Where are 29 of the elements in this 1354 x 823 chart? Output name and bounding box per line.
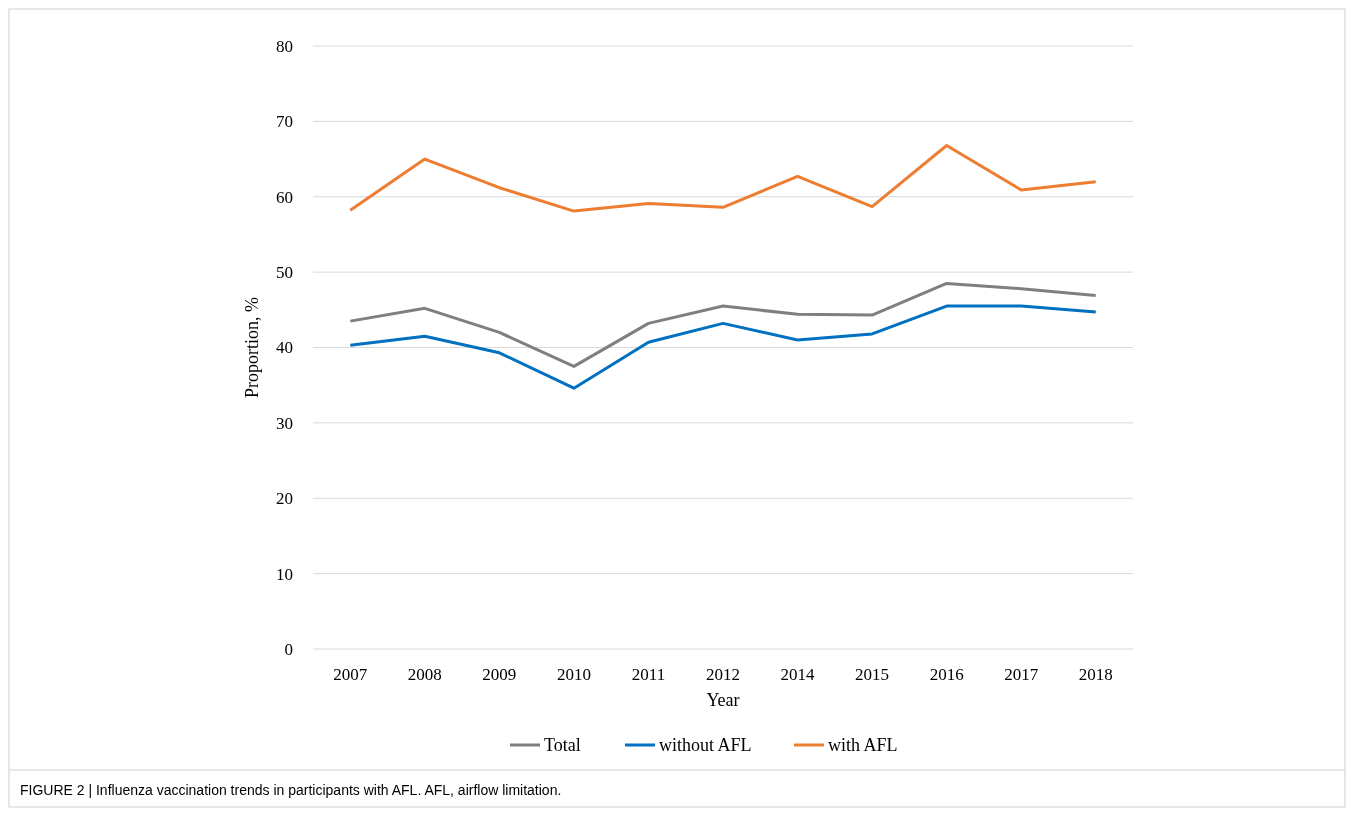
y-tick-label: 20	[276, 489, 293, 509]
y-tick-label: 30	[276, 413, 293, 433]
y-axis-title: Proportion, %	[242, 297, 262, 398]
y-tick-label: 80	[276, 36, 293, 56]
y-tick-label: 40	[276, 338, 293, 358]
caption: FIGURE 2 | Influenza vaccination trends in participants with AFL. AFL, airflow limitation.	[20, 782, 562, 798]
x-tick-label: 2009	[482, 665, 517, 684]
x-tick-label: 2010	[556, 665, 591, 684]
x-tick-label: 2008	[407, 665, 442, 684]
y-tick-label: 50	[276, 263, 293, 283]
x-tick-label: 2016	[929, 665, 964, 684]
y-tick-label: 0	[284, 639, 293, 659]
line-series	[348, 281, 1098, 368]
legend-label: with AFL	[828, 735, 898, 756]
x-tick-label: 2018	[1078, 665, 1113, 684]
x-tick-label: 2012	[706, 665, 740, 684]
legend-label: Total	[544, 735, 581, 756]
x-tick-label: 2014	[780, 665, 816, 684]
line-series	[348, 144, 1098, 213]
x-tick-label: 2007	[333, 665, 368, 684]
y-tick-label: 60	[276, 187, 293, 207]
y-tick-label: 10	[276, 564, 293, 584]
y-tick-label: 70	[276, 112, 293, 132]
x-tick-label: 2011	[631, 665, 666, 684]
x-tick-label: 2015	[855, 665, 890, 684]
x-axis-title: Year	[706, 690, 740, 710]
line-series	[348, 304, 1098, 390]
legend-label: without AFL	[659, 735, 752, 756]
x-tick-label: 2017	[1004, 665, 1039, 684]
